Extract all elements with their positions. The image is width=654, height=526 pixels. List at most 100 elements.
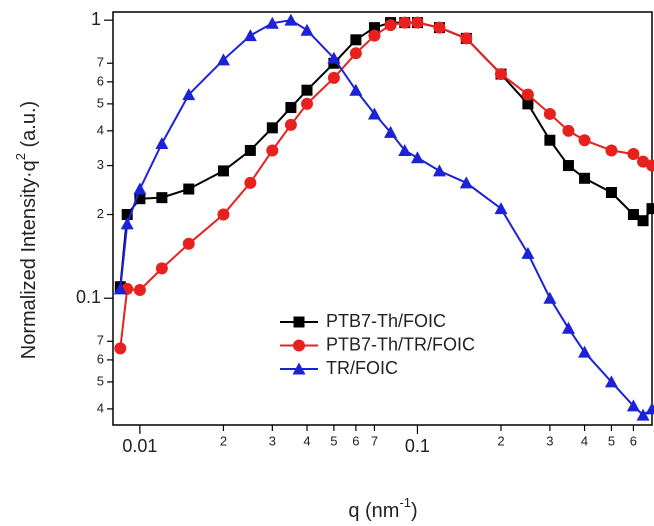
y-tick-label: 2 <box>97 206 104 221</box>
x-tick-label: 2 <box>497 433 504 448</box>
marker <box>300 97 313 110</box>
x-tick-label: 5 <box>608 433 615 448</box>
marker <box>327 71 340 84</box>
marker <box>384 19 397 32</box>
marker <box>522 98 534 110</box>
marker <box>626 399 640 412</box>
marker <box>433 21 446 34</box>
marker <box>384 125 398 138</box>
marker <box>284 118 297 131</box>
marker <box>133 182 147 195</box>
marker <box>349 83 363 96</box>
series-line <box>119 21 653 287</box>
x-tick-label: 7 <box>371 433 378 448</box>
y-axis-label: Normalized Intensity·q2 (a.u.) <box>13 101 40 359</box>
marker <box>266 144 279 157</box>
marker <box>398 143 412 156</box>
y-tick-label: 5 <box>97 373 104 388</box>
plot-frame <box>112 11 653 426</box>
marker <box>285 102 297 114</box>
marker <box>243 29 257 42</box>
marker <box>293 339 305 352</box>
marker <box>562 124 575 137</box>
marker <box>579 172 591 184</box>
marker <box>327 51 341 64</box>
marker <box>155 137 169 150</box>
marker <box>410 151 424 164</box>
marker <box>368 22 380 34</box>
legend-label: PTB7-Th/FOIC <box>326 311 446 331</box>
y-tick-label: 7 <box>97 333 104 348</box>
marker <box>494 68 507 81</box>
marker <box>636 408 650 421</box>
x-tick-label: 5 <box>330 433 337 448</box>
marker <box>646 203 654 215</box>
y-axis-label-text: Normalized Intensity·q <box>18 160 40 359</box>
marker <box>544 134 556 146</box>
marker <box>605 187 617 199</box>
marker <box>645 402 654 415</box>
x-tick-label: 4 <box>303 433 310 448</box>
y-tick-label: 3 <box>97 157 104 172</box>
marker <box>432 164 446 177</box>
marker <box>292 362 306 375</box>
marker <box>605 144 618 157</box>
marker <box>182 237 195 250</box>
marker <box>494 202 508 215</box>
x-tick-label: 4 <box>581 433 588 448</box>
marker <box>543 107 556 120</box>
x-axis-label-end: ) <box>411 500 418 522</box>
marker <box>133 284 146 297</box>
marker <box>627 148 640 161</box>
legend-label: PTB7-Th/TR/FOIC <box>326 334 475 354</box>
y-tick-label: 6 <box>97 351 104 366</box>
y-tick-label: 0.1 <box>76 287 101 307</box>
marker <box>521 246 535 259</box>
y-tick-label: 7 <box>97 55 104 70</box>
marker <box>368 29 381 42</box>
marker <box>561 321 575 334</box>
marker <box>521 88 534 101</box>
marker <box>134 193 146 205</box>
marker <box>156 192 168 204</box>
marker <box>349 47 362 60</box>
marker <box>543 291 557 304</box>
x-axis-label-text: q (nm <box>348 500 399 522</box>
y-tick-label: 6 <box>97 73 104 88</box>
x-axis-label-sup: -1 <box>399 495 411 510</box>
y-axis-label-unit: (a.u.) <box>18 101 40 153</box>
marker <box>460 32 473 45</box>
x-tick-label: 2 <box>220 433 227 448</box>
y-tick-label: 1 <box>91 9 101 29</box>
x-tick-label: 3 <box>546 433 553 448</box>
marker <box>301 84 313 96</box>
marker <box>637 215 649 227</box>
marker <box>113 282 127 295</box>
marker <box>216 53 230 66</box>
x-tick-label: 0.1 <box>405 436 430 456</box>
marker <box>411 16 424 29</box>
marker <box>265 16 279 29</box>
marker <box>627 209 639 221</box>
y-tick-label: 4 <box>97 400 104 415</box>
x-tick-label: 3 <box>269 433 276 448</box>
x-tick-label: 6 <box>630 433 637 448</box>
x-tick-label: 0.01 <box>122 436 157 456</box>
x-axis-label: q (nm-1) <box>348 495 417 522</box>
x-tick-label: 6 <box>352 433 359 448</box>
y-tick-label: 5 <box>97 95 104 110</box>
marker <box>244 144 256 156</box>
marker <box>398 16 411 29</box>
marker <box>293 316 305 328</box>
marker <box>183 183 195 195</box>
legend-label: TR/FOIC <box>326 358 398 378</box>
marker <box>155 262 168 275</box>
marker <box>300 23 314 36</box>
marker <box>637 155 650 168</box>
marker <box>367 107 381 120</box>
marker <box>182 88 196 101</box>
marker <box>459 176 473 189</box>
marker <box>350 34 362 46</box>
marker <box>121 209 133 221</box>
